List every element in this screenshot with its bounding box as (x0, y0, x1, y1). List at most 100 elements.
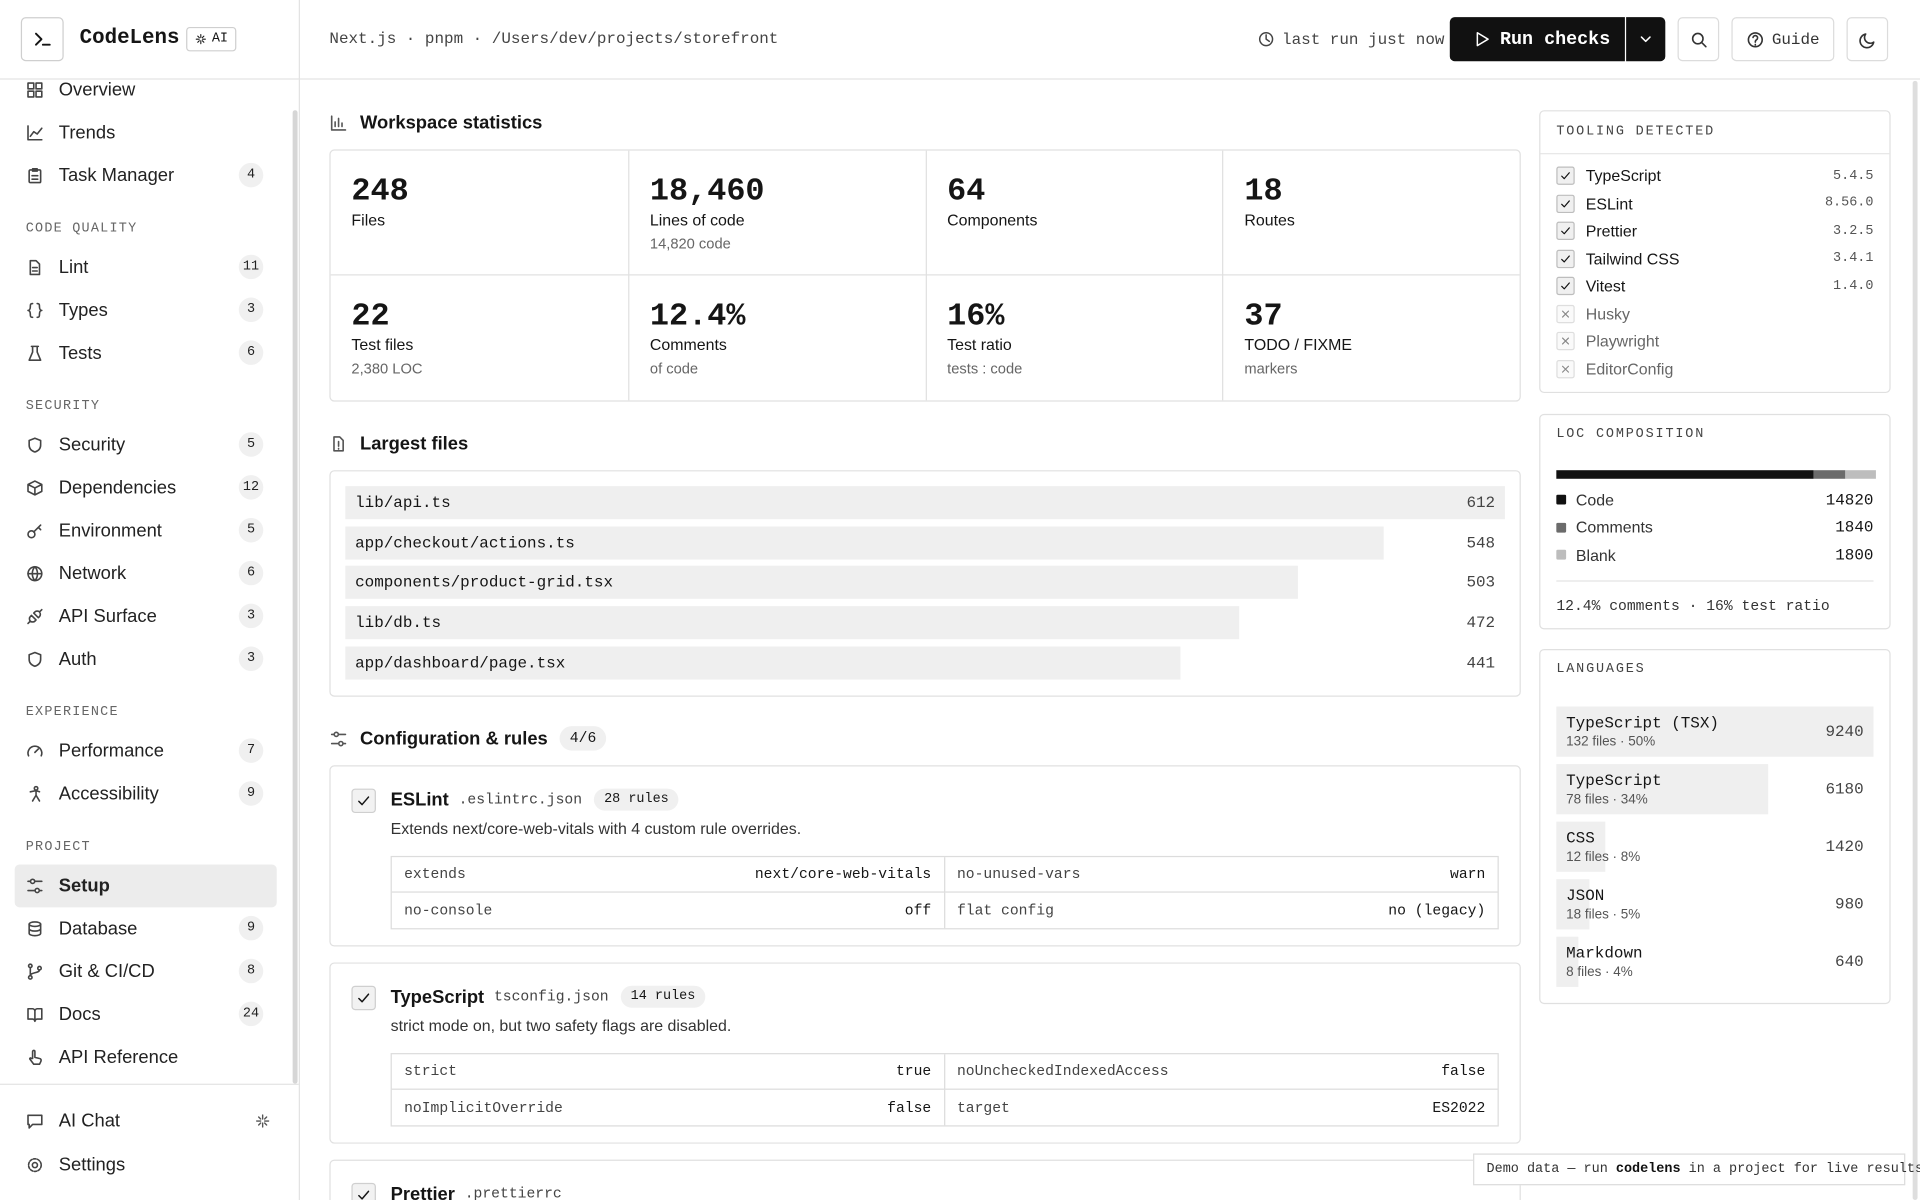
sidebar-item[interactable]: Database 9 (15, 907, 277, 950)
icon (358, 993, 370, 1003)
language-meta: 8 files · 4% (1566, 964, 1633, 979)
language-name: TypeScript (TSX) (1566, 713, 1719, 732)
setting-value: off (904, 901, 932, 919)
sidebar-item-count: 7 (238, 738, 264, 763)
file-row: app/checkout/actions.ts 548 (345, 526, 1505, 560)
stat-label: Routes (1244, 210, 1295, 229)
guide-button[interactable]: Guide (1731, 17, 1835, 62)
sidebar-item-label: Docs (58, 1003, 101, 1025)
run-options-button[interactable] (1626, 17, 1666, 62)
file-path: components/product-grid.tsx (355, 573, 614, 592)
largest-files-title-text: Largest files (360, 432, 469, 454)
sidebar-item[interactable]: Auth 3 (15, 637, 277, 680)
config-count: 4/6 (560, 726, 607, 751)
sidebar-item[interactable]: Dependencies 12 (15, 466, 277, 509)
search-button[interactable] (1677, 17, 1720, 62)
sidebar-item-count: 6 (238, 340, 264, 365)
sidebar-item[interactable]: Environment 5 (15, 509, 277, 552)
language-text: TypeScript 78 files · 34% (1566, 770, 1662, 809)
sidebar-footer-divider (0, 1083, 299, 1085)
file-row: app/dashboard/page.tsx 441 (345, 646, 1505, 680)
sidebar-item-count: 9 (238, 781, 264, 806)
run-checks-button[interactable]: Run checks (1449, 17, 1625, 62)
setting-value: false (887, 1098, 932, 1117)
language-row: CSS 12 files · 8% 1420 (1556, 821, 1873, 872)
sidebar-item[interactable]: Security 5 (15, 423, 277, 466)
stat-value: 248 (351, 172, 409, 210)
sidebar-item[interactable]: Setup (14, 863, 277, 907)
config-check[interactable] (351, 1182, 376, 1200)
stat-note: 2,380 LOC (351, 360, 423, 378)
stat-label: Test ratio (947, 335, 1012, 354)
tool-version: 3.2.5 (1833, 223, 1874, 239)
setting-key: extends (404, 865, 466, 883)
loc-segment (1556, 470, 1813, 479)
file-bar (345, 606, 1240, 640)
loc-legend-item: Comments 1840 (1556, 513, 1873, 541)
config-head: TypeScript tsconfig.json 14 rules (391, 984, 1499, 1008)
sidebar-footer-item[interactable]: AI Chat (15, 1098, 284, 1142)
sidebar-item[interactable]: API Surface 3 (15, 594, 277, 637)
stat-card: 16% Test ratio tests : code (925, 275, 1222, 401)
icon (1561, 282, 1570, 290)
sidebar-item-label: API Reference (58, 1046, 179, 1068)
theme-button[interactable] (1846, 17, 1889, 62)
setting-key: target (956, 1098, 1010, 1117)
config-check[interactable] (351, 985, 376, 1011)
tool-version: 5.4.5 (1833, 168, 1874, 184)
sidebar-item[interactable]: Overview (15, 80, 277, 111)
sidebar-item[interactable]: Performance 7 (15, 729, 277, 772)
config-name: TypeScript (390, 986, 485, 1008)
loc-value: 14820 (1825, 490, 1874, 509)
sidebar-item-label: API Surface (58, 605, 157, 627)
sidebar-item[interactable]: Lint 11 (15, 246, 277, 289)
loc-legend: Code 14820 Comments 1840 Blank 1800 (1556, 486, 1873, 569)
sidebar-footer-item[interactable]: Settings (15, 1142, 284, 1186)
loc-title: LOC COMPOSITION (1556, 426, 1706, 442)
sidebar-item[interactable]: Task Manager 4 (15, 154, 277, 197)
sidebar-item[interactable]: Accessibility 9 (15, 772, 277, 815)
language-meta: 12 files · 8% (1566, 849, 1641, 864)
icon (27, 744, 43, 757)
icon (255, 1113, 270, 1128)
sidebar-item[interactable]: Network 6 (15, 552, 277, 595)
loc-name: Blank (1575, 545, 1616, 564)
tooling-card: TOOLING DETECTED TypeScript 5.4.5 ESLint 8.5… (1539, 110, 1891, 394)
sidebar-item[interactable]: Trends (15, 111, 277, 154)
tool-version: 1.4.0 (1833, 278, 1874, 294)
icon (1561, 200, 1570, 208)
sidebar-item-label: Tests (58, 342, 102, 364)
icon (27, 608, 43, 624)
stat-value: 12.4% (649, 297, 746, 335)
setting-value: false (1441, 1062, 1486, 1080)
tool-status (1556, 221, 1575, 241)
file-bar (345, 566, 1299, 600)
config-table: strict true noUncheckedIndexedAccess false n… (390, 1053, 1499, 1127)
sidebar-item[interactable]: Git & CI/CD 8 (15, 950, 277, 993)
icon (28, 167, 42, 183)
tool-version: 3.4.1 (1833, 251, 1874, 267)
config-head: ESLint .eslintrc.json 28 rules (391, 787, 1499, 811)
ai-badge: AI (186, 26, 237, 52)
file-bar (345, 486, 1505, 520)
sidebar-item[interactable]: Types 3 (15, 288, 277, 331)
sidebar-item-count: 3 (238, 603, 264, 629)
sidebar-item-count: 12 (238, 475, 264, 500)
file-lines: 612 (1466, 493, 1496, 512)
config-rules: 14 rules (620, 985, 706, 1008)
sidebar-item[interactable]: Docs 24 (15, 992, 277, 1035)
stat-note: tests : code (947, 360, 1023, 378)
language-name: JSON (1566, 885, 1605, 905)
config-check[interactable] (351, 788, 376, 814)
sidebar-item[interactable]: API Reference (15, 1035, 277, 1078)
icon (28, 436, 42, 453)
sidebar-nav-inner: Overview Trends Task Manager 4 CODE QUALITY L… (0, 80, 291, 1079)
config-setting: noUncheckedIndexedAccess false (944, 1054, 1498, 1090)
language-meta: 132 files · 50% (1566, 734, 1656, 749)
sidebar-item[interactable]: Tests 6 (15, 331, 277, 374)
demo-toast: Demo data — run codelens in a project fo… (1473, 1153, 1920, 1186)
stat-label: Components (947, 210, 1038, 229)
tooling-title: TOOLING DETECTED (1540, 111, 1890, 155)
icon (1747, 31, 1763, 47)
icon (1476, 32, 1489, 47)
